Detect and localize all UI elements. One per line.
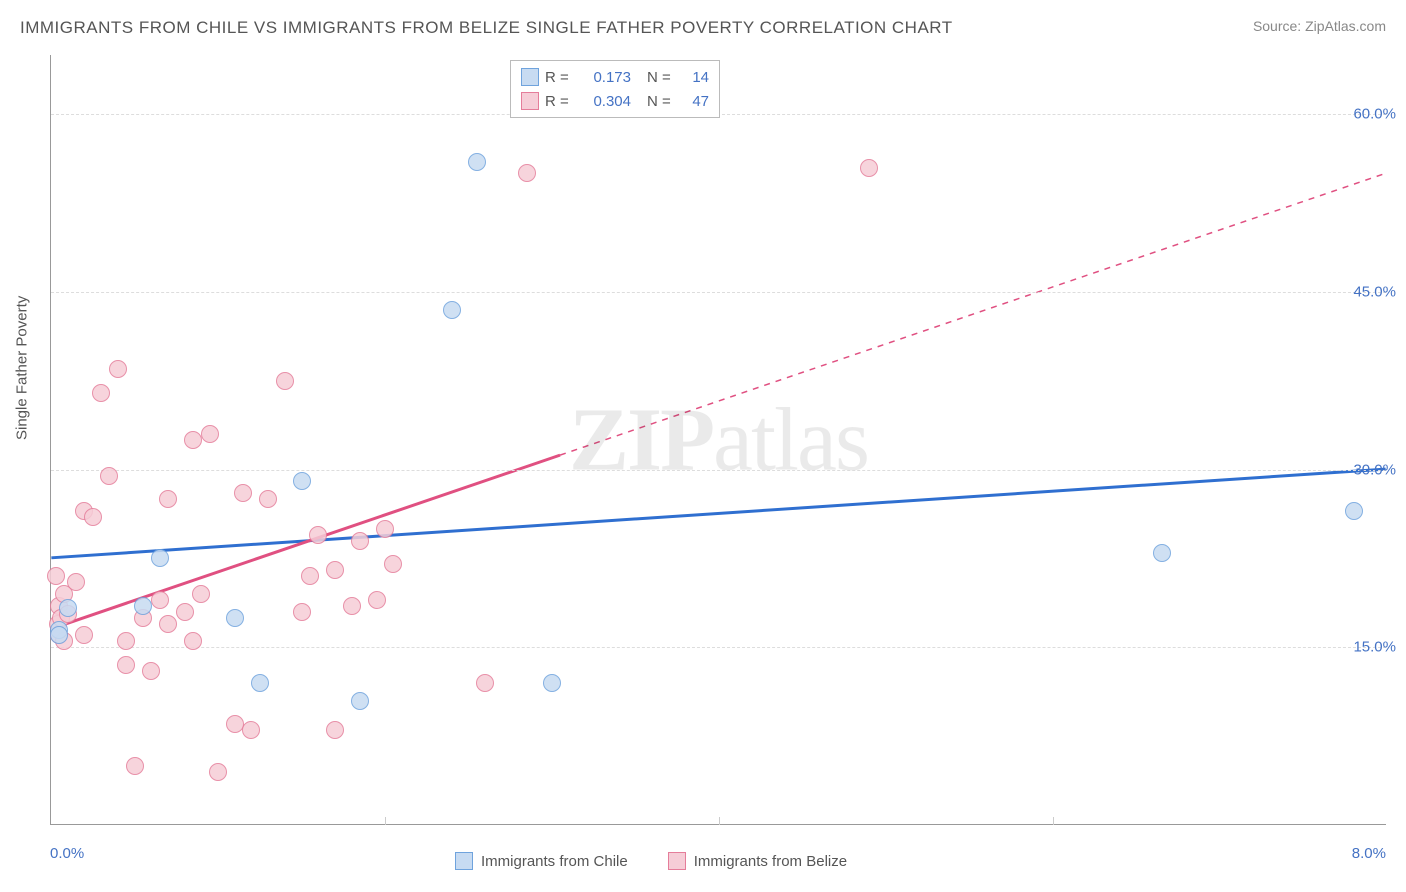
legend-swatch-belize xyxy=(668,852,686,870)
scatter-point-chile xyxy=(251,674,269,692)
scatter-point-chile xyxy=(226,609,244,627)
scatter-point-chile xyxy=(1345,502,1363,520)
scatter-point-belize xyxy=(201,425,219,443)
chart-title: IMMIGRANTS FROM CHILE VS IMMIGRANTS FROM… xyxy=(20,18,953,38)
legend-r-value: 0.173 xyxy=(579,69,631,86)
scatter-point-belize xyxy=(860,159,878,177)
legend-r-value: 0.304 xyxy=(579,93,631,110)
gridline-horizontal xyxy=(51,647,1386,648)
scatter-point-chile xyxy=(50,626,68,644)
scatter-point-belize xyxy=(75,626,93,644)
scatter-point-belize xyxy=(126,757,144,775)
scatter-point-chile xyxy=(293,472,311,490)
y-tick-label: 60.0% xyxy=(1353,106,1396,123)
scatter-point-belize xyxy=(184,632,202,650)
scatter-point-chile xyxy=(151,549,169,567)
scatter-point-belize xyxy=(351,532,369,550)
scatter-point-belize xyxy=(92,384,110,402)
legend-swatch-chile xyxy=(521,68,539,86)
plot-area: ZIPatlas xyxy=(50,55,1386,825)
scatter-point-belize xyxy=(259,490,277,508)
series-legend-item: Immigrants from Chile xyxy=(455,852,628,870)
scatter-point-chile xyxy=(59,599,77,617)
scatter-point-belize xyxy=(151,591,169,609)
legend-n-value: 47 xyxy=(681,93,709,110)
series-legend-item: Immigrants from Belize xyxy=(668,852,847,870)
scatter-point-belize xyxy=(276,372,294,390)
scatter-point-belize xyxy=(142,662,160,680)
scatter-point-belize xyxy=(100,467,118,485)
gridline-horizontal xyxy=(51,292,1386,293)
legend-swatch-chile xyxy=(455,852,473,870)
chart-container: IMMIGRANTS FROM CHILE VS IMMIGRANTS FROM… xyxy=(0,0,1406,892)
y-tick-label: 30.0% xyxy=(1353,461,1396,478)
scatter-point-belize xyxy=(384,555,402,573)
series-legend-label: Immigrants from Chile xyxy=(481,853,628,870)
scatter-point-belize xyxy=(301,567,319,585)
scatter-point-chile xyxy=(468,153,486,171)
scatter-point-chile xyxy=(543,674,561,692)
y-axis-label: Single Father Poverty xyxy=(14,296,31,440)
scatter-point-belize xyxy=(67,573,85,591)
legend-r-label: R = xyxy=(545,69,573,86)
legend-r-label: R = xyxy=(545,93,573,110)
scatter-point-belize xyxy=(326,561,344,579)
correlation-legend: R = 0.173 N = 14 R = 0.304 N = 47 xyxy=(510,60,720,118)
trend-lines xyxy=(51,55,1386,824)
scatter-point-belize xyxy=(376,520,394,538)
scatter-point-chile xyxy=(1153,544,1171,562)
series-legend-label: Immigrants from Belize xyxy=(694,853,847,870)
watermark: ZIPatlas xyxy=(569,388,868,491)
correlation-legend-row: R = 0.304 N = 47 xyxy=(521,89,709,113)
scatter-point-belize xyxy=(226,715,244,733)
scatter-point-belize xyxy=(159,490,177,508)
y-tick-label: 45.0% xyxy=(1353,283,1396,300)
y-tick-label: 15.0% xyxy=(1353,639,1396,656)
gridline-vertical xyxy=(1053,817,1054,825)
scatter-point-chile xyxy=(134,597,152,615)
scatter-point-belize xyxy=(343,597,361,615)
legend-n-label: N = xyxy=(647,69,675,86)
trend-line-belize-dashed xyxy=(560,173,1386,455)
scatter-point-belize xyxy=(476,674,494,692)
scatter-point-belize xyxy=(326,721,344,739)
scatter-point-belize xyxy=(234,484,252,502)
scatter-point-belize xyxy=(368,591,386,609)
scatter-point-belize xyxy=(192,585,210,603)
legend-n-label: N = xyxy=(647,93,675,110)
legend-n-value: 14 xyxy=(681,69,709,86)
scatter-point-belize xyxy=(84,508,102,526)
scatter-point-belize xyxy=(209,763,227,781)
scatter-point-chile xyxy=(443,301,461,319)
scatter-point-belize xyxy=(293,603,311,621)
series-legend: Immigrants from Chile Immigrants from Bel… xyxy=(455,852,847,870)
gridline-horizontal xyxy=(51,470,1386,471)
scatter-point-belize xyxy=(309,526,327,544)
scatter-point-belize xyxy=(184,431,202,449)
scatter-point-belize xyxy=(117,632,135,650)
scatter-point-belize xyxy=(159,615,177,633)
scatter-point-belize xyxy=(117,656,135,674)
scatter-point-belize xyxy=(518,164,536,182)
trend-line-chile xyxy=(51,469,1385,558)
chart-source: Source: ZipAtlas.com xyxy=(1253,18,1386,34)
gridline-vertical xyxy=(385,817,386,825)
scatter-point-belize xyxy=(47,567,65,585)
scatter-point-belize xyxy=(176,603,194,621)
scatter-point-chile xyxy=(351,692,369,710)
scatter-point-belize xyxy=(109,360,127,378)
gridline-vertical xyxy=(719,817,720,825)
correlation-legend-row: R = 0.173 N = 14 xyxy=(521,65,709,89)
x-tick-label: 8.0% xyxy=(1352,845,1386,862)
x-tick-label: 0.0% xyxy=(50,845,84,862)
scatter-point-belize xyxy=(242,721,260,739)
legend-swatch-belize xyxy=(521,92,539,110)
